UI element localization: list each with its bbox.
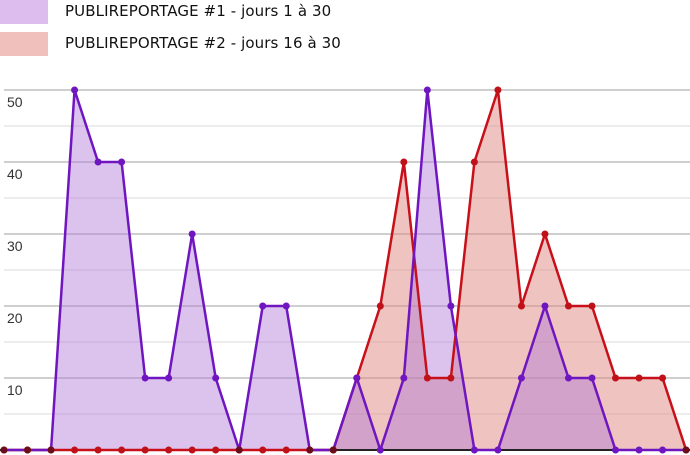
y-tick-label: 10 <box>7 382 23 398</box>
data-point-series-2 <box>165 446 173 454</box>
area-series-1 <box>4 90 687 450</box>
data-point-series-2 <box>494 86 502 94</box>
line-series-1 <box>4 88 687 452</box>
data-point-series-1 <box>282 302 290 310</box>
y-tick-label: 40 <box>7 166 23 182</box>
y-axis-labels: 10 20 30 40 50 <box>7 94 23 398</box>
data-point-series-2 <box>447 374 455 382</box>
data-point-series-2 <box>376 302 384 310</box>
data-point-series-2 <box>141 446 149 454</box>
data-point-series-1 <box>423 86 431 94</box>
data-point-series-2 <box>541 230 549 238</box>
data-point-series-1 <box>306 446 314 454</box>
data-point-markers <box>0 86 690 454</box>
data-point-series-1 <box>165 374 173 382</box>
data-point-series-2 <box>212 446 220 454</box>
data-point-series-1 <box>376 446 384 454</box>
data-point-series-1 <box>447 302 455 310</box>
data-point-series-1 <box>635 446 643 454</box>
data-point-series-2 <box>588 302 596 310</box>
data-point-series-1 <box>494 446 502 454</box>
data-point-series-1 <box>212 374 220 382</box>
data-point-series-1 <box>118 158 126 166</box>
data-point-series-1 <box>682 446 690 454</box>
data-point-series-2 <box>94 446 102 454</box>
data-point-series-1 <box>659 446 667 454</box>
data-point-series-1 <box>517 374 525 382</box>
data-point-series-1 <box>329 446 337 454</box>
data-point-series-1 <box>400 374 408 382</box>
data-point-series-1 <box>612 446 620 454</box>
data-point-series-2 <box>659 374 667 382</box>
data-point-series-1 <box>541 302 549 310</box>
legend-label-series-2: PUBLIREPORTAGE #2 - jours 16 à 30 <box>65 34 341 52</box>
data-point-series-2 <box>400 158 408 166</box>
series-areas <box>4 90 687 450</box>
data-point-series-1 <box>141 374 149 382</box>
data-point-series-1 <box>188 230 196 238</box>
data-point-series-1 <box>24 446 32 454</box>
data-point-series-1 <box>94 158 102 166</box>
y-tick-label: 50 <box>7 94 23 110</box>
data-point-series-2 <box>282 446 290 454</box>
data-point-series-2 <box>635 374 643 382</box>
data-point-series-2 <box>188 446 196 454</box>
legend-label-series-1: PUBLIREPORTAGE #1 - jours 1 à 30 <box>65 2 332 20</box>
y-tick-label: 20 <box>7 310 23 326</box>
data-point-series-2 <box>470 158 478 166</box>
data-point-series-2 <box>423 374 431 382</box>
legend-swatch-series-1 <box>0 0 48 24</box>
data-point-series-1 <box>470 446 478 454</box>
legend-swatch-series-2 <box>0 32 48 56</box>
data-point-series-2 <box>517 302 525 310</box>
data-point-series-1 <box>353 374 361 382</box>
data-point-series-1 <box>235 446 243 454</box>
data-point-series-2 <box>118 446 126 454</box>
data-point-series-2 <box>612 374 620 382</box>
data-point-series-1 <box>47 446 55 454</box>
data-point-series-1 <box>588 374 596 382</box>
data-point-series-1 <box>71 86 79 94</box>
data-point-series-1 <box>0 446 8 454</box>
data-point-series-2 <box>259 446 267 454</box>
data-point-series-1 <box>564 374 572 382</box>
series-lines <box>4 88 688 452</box>
data-point-series-1 <box>259 302 267 310</box>
data-point-series-2 <box>564 302 572 310</box>
area-series-2 <box>4 90 687 450</box>
y-tick-label: 30 <box>7 238 23 254</box>
data-point-series-2 <box>71 446 79 454</box>
